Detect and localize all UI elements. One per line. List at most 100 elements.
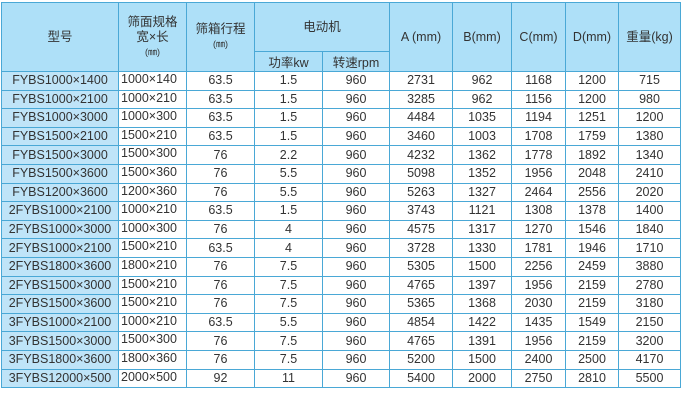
header-spec-line1: 筛面规格 [127, 14, 178, 29]
cell-stroke: 63.5 [186, 89, 255, 110]
cell-c: 1156 [511, 89, 567, 110]
cell-stroke: 76 [186, 331, 255, 351]
table-row: FYBS1200×3600 1200×360 76 5.5 960 5263 1327 246… [1, 182, 681, 203]
cell-stroke: 76 [186, 275, 255, 296]
cell-stroke: 76 [186, 182, 255, 203]
header-a: A (mm) [389, 2, 454, 72]
cell-stroke: 63.5 [186, 238, 255, 258]
cell-a: 5200 [389, 349, 454, 370]
cell-spec: 1000×210 [118, 312, 187, 333]
cell-a: 4854 [389, 312, 454, 333]
cell-b: 1035 [452, 108, 513, 128]
cell-model: 3FYBS1000×2100 [1, 312, 119, 333]
header-spec-unit: (㎜) [145, 46, 160, 57]
table-row: FYBS1500×3000 1500×300 76 2.2 960 4232 1362 177… [1, 145, 681, 165]
header-speed: 转速rpm [321, 51, 391, 72]
cell-a: 4484 [389, 108, 454, 128]
cell-power: 1.5 [254, 201, 323, 221]
cell-power: 1.5 [254, 108, 323, 128]
cell-power: 5.5 [254, 163, 323, 184]
header-spec-line2: 宽×长 [136, 29, 169, 44]
header-model: 型号 [1, 2, 119, 72]
cell-power: 1.5 [254, 71, 323, 91]
cell-power: 7.5 [254, 349, 323, 370]
cell-power: 7.5 [254, 275, 323, 296]
cell-c: 1778 [511, 145, 567, 165]
table-row: FYBS1000×2100 1000×210 63.5 1.5 960 3285 962 11… [1, 89, 681, 110]
table-row: 2FYBS1500×3000 1500×210 76 7.5 960 4765 1397 19… [1, 275, 681, 296]
cell-c: 1168 [511, 71, 567, 91]
cell-speed: 960 [321, 163, 391, 184]
cell-d: 2459 [565, 256, 620, 277]
cell-speed: 960 [321, 294, 391, 314]
cell-stroke: 63.5 [186, 312, 255, 333]
cell-b: 1327 [452, 182, 513, 203]
cell-spec: 1500×300 [118, 331, 187, 351]
cell-power: 7.5 [254, 331, 323, 351]
cell-speed: 960 [321, 201, 391, 221]
cell-spec: 1500×210 [118, 294, 187, 314]
cell-power: 4 [254, 219, 323, 240]
cell-stroke: 92 [186, 368, 255, 389]
cell-spec: 1500×300 [118, 145, 187, 165]
cell-weight: 1840 [618, 219, 681, 240]
cell-d: 1546 [565, 219, 620, 240]
cell-c: 2030 [511, 294, 567, 314]
cell-spec: 1500×210 [118, 275, 187, 296]
cell-spec: 1200×360 [118, 182, 187, 203]
cell-b: 1362 [452, 145, 513, 165]
cell-b: 1391 [452, 331, 513, 351]
cell-model: 2FYBS1500×3000 [1, 275, 119, 296]
cell-speed: 960 [321, 89, 391, 110]
cell-a: 5263 [389, 182, 454, 203]
cell-b: 1317 [452, 219, 513, 240]
cell-power: 5.5 [254, 182, 323, 203]
table-row: FYBS1000×1400 1000×140 63.5 1.5 960 2731 962 11… [1, 71, 681, 91]
cell-model: FYBS1500×3600 [1, 163, 119, 184]
cell-b: 1500 [452, 349, 513, 370]
cell-stroke: 63.5 [186, 201, 255, 221]
table-row: FYBS1500×2100 1500×210 63.5 1.5 960 3460 1003 1… [1, 126, 681, 147]
cell-c: 1270 [511, 219, 567, 240]
cell-speed: 960 [321, 71, 391, 91]
cell-weight: 1710 [618, 238, 681, 258]
cell-speed: 960 [321, 331, 391, 351]
cell-d: 1549 [565, 312, 620, 333]
cell-b: 1397 [452, 275, 513, 296]
cell-power: 1.5 [254, 89, 323, 110]
cell-d: 2159 [565, 331, 620, 351]
cell-stroke: 76 [186, 145, 255, 165]
cell-stroke: 76 [186, 256, 255, 277]
cell-stroke: 63.5 [186, 71, 255, 91]
cell-speed: 960 [321, 238, 391, 258]
cell-d: 2556 [565, 182, 620, 203]
cell-c: 1956 [511, 331, 567, 351]
cell-b: 1003 [452, 126, 513, 147]
header-b: B(mm) [452, 2, 513, 72]
cell-a: 3460 [389, 126, 454, 147]
cell-d: 1946 [565, 238, 620, 258]
spec-table: 型号 筛面规格 宽×长 (㎜) 筛箱行程 (㎜) 电动机 A (mm) B(mm… [1, 2, 681, 389]
cell-c: 2464 [511, 182, 567, 203]
cell-speed: 960 [321, 108, 391, 128]
cell-model: 3FYBS12000×500 [1, 368, 119, 389]
cell-d: 2048 [565, 163, 620, 184]
table-row: 3FYBS1800×3600 1800×360 76 7.5 960 5200 1500 24… [1, 349, 681, 370]
cell-a: 4765 [389, 331, 454, 351]
cell-c: 1956 [511, 163, 567, 184]
cell-model: 2FYBS1500×3600 [1, 294, 119, 314]
header-motor: 电动机 [253, 2, 391, 52]
cell-spec: 2000×500 [118, 368, 187, 389]
cell-a: 5098 [389, 163, 454, 184]
cell-spec: 1000×300 [118, 108, 187, 128]
cell-d: 1378 [565, 201, 620, 221]
cell-weight: 980 [618, 89, 681, 110]
cell-spec: 1500×360 [118, 163, 187, 184]
header-power: 功率kw [254, 51, 323, 72]
cell-b: 1500 [452, 256, 513, 277]
cell-a: 2731 [389, 71, 454, 91]
cell-stroke: 76 [186, 219, 255, 240]
cell-stroke: 76 [186, 163, 255, 184]
cell-d: 1892 [565, 145, 620, 165]
cell-c: 1308 [511, 201, 567, 221]
